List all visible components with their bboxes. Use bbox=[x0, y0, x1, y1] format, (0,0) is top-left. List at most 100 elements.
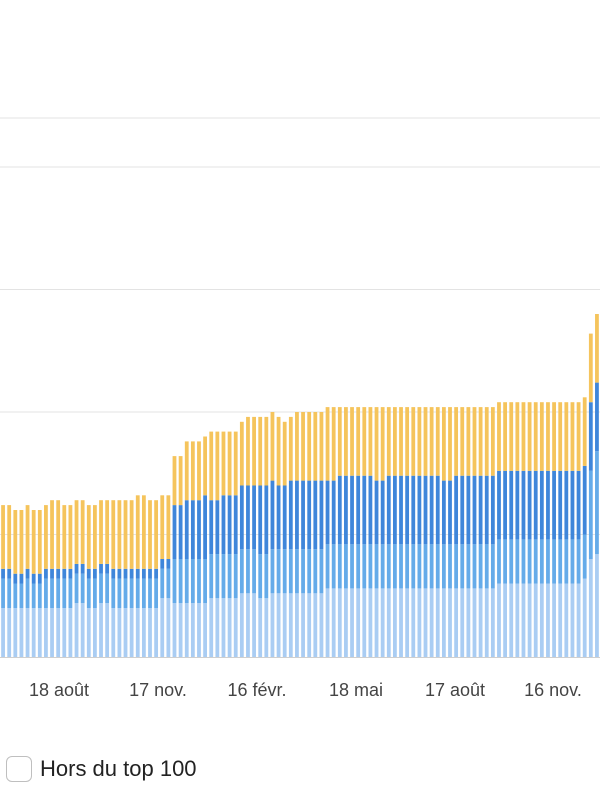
bar-segment-series-4 bbox=[270, 412, 275, 481]
bar-segment-series-2 bbox=[393, 544, 397, 589]
bar-segment-series-2 bbox=[80, 573, 85, 604]
bar-segment-series-1 bbox=[197, 603, 201, 657]
legend-item-hors-du-top-100[interactable]: Hors du top 100 bbox=[6, 756, 197, 782]
bar-segment-series-1 bbox=[190, 603, 195, 657]
bar-segment-series-1 bbox=[44, 608, 48, 657]
bar-segment-series-4 bbox=[331, 407, 336, 481]
bar-segment-series-4 bbox=[337, 407, 342, 476]
bar-segment-series-1 bbox=[344, 588, 348, 657]
bar-segment-series-2 bbox=[252, 549, 256, 594]
bar-segment-series-1 bbox=[417, 588, 422, 657]
bar-segment-series-1 bbox=[111, 608, 116, 657]
bar-segment-series-4 bbox=[233, 431, 238, 496]
bar-segment-series-4 bbox=[80, 500, 85, 564]
bar-segment-series-2 bbox=[56, 578, 61, 608]
bar-segment-series-3 bbox=[313, 480, 318, 550]
bar-segment-series-1 bbox=[539, 583, 544, 657]
bar-segment-series-1 bbox=[80, 603, 85, 657]
bar-segment-series-3 bbox=[386, 475, 391, 545]
bar-segment-series-3 bbox=[37, 573, 42, 584]
bar-segment-series-2 bbox=[123, 578, 128, 608]
bar-segment-series-1 bbox=[117, 608, 122, 657]
bar-segment-series-1 bbox=[521, 583, 526, 657]
bar-segment-series-4 bbox=[184, 441, 189, 501]
bar-segment-series-4 bbox=[178, 456, 183, 506]
bar-segment-series-2 bbox=[190, 559, 195, 604]
bar-segment-series-1 bbox=[393, 588, 397, 657]
bar-segment-series-1 bbox=[135, 608, 140, 657]
bar-segment-series-2 bbox=[546, 539, 550, 584]
bar-segment-series-4 bbox=[472, 407, 477, 476]
bar-segment-series-2 bbox=[37, 583, 42, 608]
legend-checkbox[interactable] bbox=[6, 756, 32, 782]
bar-segment-series-2 bbox=[50, 578, 54, 608]
bar-segment-series-2 bbox=[111, 578, 116, 608]
bar-segment-series-3 bbox=[337, 475, 342, 545]
bar-segment-series-4 bbox=[111, 500, 116, 569]
bar-segment-series-4 bbox=[582, 397, 587, 466]
bar-segment-series-1 bbox=[288, 593, 293, 657]
bar-segment-series-1 bbox=[264, 598, 269, 657]
bar-segment-series-1 bbox=[533, 583, 538, 657]
bar-segment-series-3 bbox=[172, 505, 177, 559]
bar-segment-series-3 bbox=[148, 568, 152, 579]
bar-segment-series-2 bbox=[172, 559, 177, 604]
bar-segment-series-2 bbox=[307, 549, 312, 594]
bar-segment-series-2 bbox=[362, 544, 367, 589]
bar-segment-series-4 bbox=[423, 407, 428, 476]
bar-segment-series-4 bbox=[460, 407, 465, 476]
bar-segment-series-1 bbox=[172, 603, 177, 657]
bar-segment-series-3 bbox=[258, 485, 263, 555]
bar-segment-series-2 bbox=[86, 578, 91, 608]
bar-segment-series-1 bbox=[7, 608, 12, 657]
bar-segment-series-2 bbox=[595, 451, 599, 555]
bar-segment-series-2 bbox=[509, 539, 514, 584]
bar-segment-series-1 bbox=[141, 608, 146, 657]
bar-segment-series-4 bbox=[172, 456, 177, 506]
bar-segment-series-2 bbox=[25, 578, 30, 608]
bar-segment-series-4 bbox=[448, 407, 452, 481]
bar-segment-series-3 bbox=[141, 568, 146, 579]
bar-segment-series-2 bbox=[31, 583, 36, 608]
bar-segment-series-3 bbox=[80, 563, 85, 574]
bar-segment-series-2 bbox=[374, 544, 379, 589]
bar-segment-series-1 bbox=[515, 583, 520, 657]
bar-segment-series-1 bbox=[31, 608, 36, 657]
bar-segment-series-2 bbox=[588, 470, 593, 559]
bar-segment-series-2 bbox=[350, 544, 354, 589]
bar-segment-series-2 bbox=[62, 578, 67, 608]
bar-segment-series-1 bbox=[166, 598, 171, 657]
bar-segment-series-3 bbox=[344, 475, 348, 545]
bar-segment-series-2 bbox=[356, 544, 361, 589]
bar-segment-series-2 bbox=[105, 573, 110, 604]
bar-segment-series-3 bbox=[472, 475, 477, 545]
bar-segment-series-3 bbox=[68, 568, 73, 579]
bar-segment-series-3 bbox=[190, 500, 195, 559]
bar-segment-series-3 bbox=[307, 480, 312, 550]
bar-segment-series-1 bbox=[270, 593, 275, 657]
bar-segment-series-3 bbox=[221, 495, 226, 555]
bar-segment-series-1 bbox=[74, 603, 79, 657]
bar-segment-series-3 bbox=[393, 475, 397, 545]
bar-segment-series-1 bbox=[123, 608, 128, 657]
bar-segment-series-2 bbox=[435, 544, 440, 589]
bar-segment-series-1 bbox=[99, 603, 103, 657]
bar-segment-series-4 bbox=[86, 505, 91, 569]
bar-segment-series-3 bbox=[74, 563, 79, 574]
bar-segment-series-2 bbox=[160, 568, 165, 599]
bar-segment-series-2 bbox=[74, 573, 79, 604]
bar-segment-series-4 bbox=[227, 431, 232, 496]
bar-segment-series-3 bbox=[539, 470, 544, 540]
bar-segment-series-3 bbox=[50, 568, 54, 579]
bar-segment-series-2 bbox=[490, 544, 495, 589]
bar-segment-series-4 bbox=[37, 510, 42, 574]
bar-segment-series-4 bbox=[148, 500, 152, 569]
bar-segment-series-1 bbox=[258, 598, 263, 657]
bar-segment-series-3 bbox=[435, 475, 440, 545]
bar-segment-series-3 bbox=[288, 480, 293, 550]
bar-segment-series-2 bbox=[497, 539, 501, 584]
bar-segment-series-4 bbox=[295, 412, 299, 481]
bar-segment-series-3 bbox=[178, 505, 183, 559]
bar-segment-series-2 bbox=[448, 544, 452, 589]
bar-segment-series-3 bbox=[448, 480, 452, 545]
